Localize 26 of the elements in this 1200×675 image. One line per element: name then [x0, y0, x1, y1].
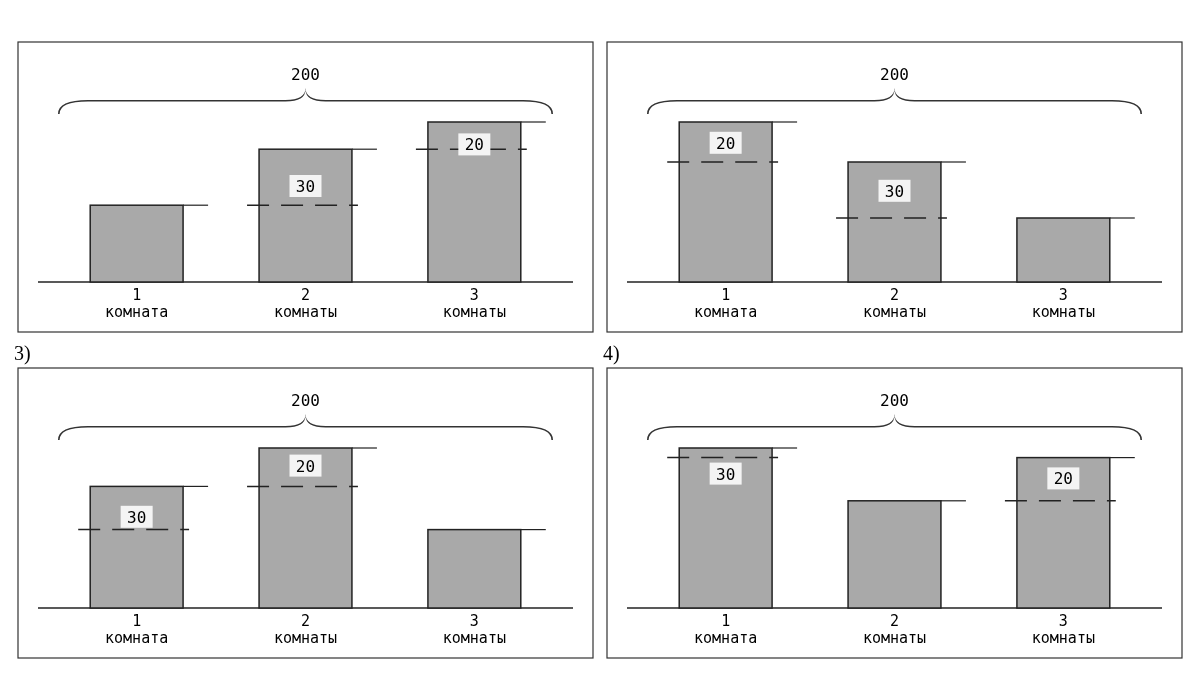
x-tick-label: 1 комната	[694, 286, 758, 321]
x-tick-label: 3 комнаты	[442, 286, 506, 321]
x-tick-label: 3 комнаты	[1031, 286, 1095, 321]
x-tick-label: 1 комната	[694, 612, 758, 647]
annotation: 20	[295, 456, 316, 476]
annotation: 20	[464, 135, 484, 155]
chart-title: 4)	[603, 342, 620, 365]
annotation: 30	[295, 177, 316, 196]
x-tick-label: 2 комнаты	[862, 612, 927, 647]
x-tick-label: 1 комната	[105, 286, 169, 321]
x-tick-label: 2 комнаты	[273, 612, 338, 647]
annotation: 30	[127, 507, 147, 527]
x-tick-label: 1 комната	[105, 612, 169, 647]
text: 200	[880, 65, 909, 84]
x-tick-label: 3 комнаты	[1031, 612, 1095, 647]
annotation: 20	[716, 133, 736, 153]
text: 200	[880, 391, 909, 410]
annotation: 30	[716, 464, 736, 484]
annotation: 20	[1053, 469, 1073, 489]
text: 200	[291, 65, 320, 84]
annotation: 30	[884, 181, 905, 201]
x-tick-label: 2 комнаты	[273, 286, 338, 321]
x-tick-label: 2 комнаты	[862, 286, 927, 321]
chart-title: 3)	[14, 342, 31, 365]
x-tick-label: 3 комнаты	[442, 612, 506, 647]
text: 200	[291, 391, 320, 410]
